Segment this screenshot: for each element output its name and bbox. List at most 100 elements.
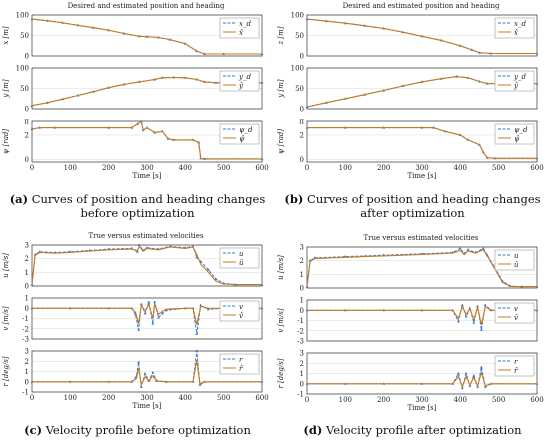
caption-b-line2: after optimization	[360, 206, 465, 220]
x-tick-label: 200	[377, 164, 390, 172]
y-tick-label: 1	[25, 295, 29, 303]
y-tick-label: -1	[297, 317, 304, 325]
legend-entry: ψ_d	[514, 126, 528, 134]
data-point-marker	[137, 360, 140, 364]
y-axis-label: u [m/s]	[2, 253, 10, 278]
subplot-1: 0 1 2 3 u [m/s] uû	[2, 242, 264, 291]
series-line-estimated	[31, 245, 262, 286]
caption-b: (b) Curves of position and heading chang…	[275, 192, 550, 220]
y-tick-label: 0	[300, 380, 304, 388]
legend: x_dx̂	[219, 17, 260, 39]
caption-a-label: (a)	[9, 192, 29, 206]
x-tick-label: 200	[377, 396, 390, 404]
x-tick-label: 600	[255, 394, 268, 402]
subplot-1: 0 50 100 z [m] x_dx̂	[277, 12, 539, 61]
y-tick-label: 1	[25, 269, 29, 277]
y-tick-label: 0	[300, 156, 304, 164]
series-line-true	[306, 247, 537, 288]
y-axis-label: r [deg/s]	[2, 356, 10, 386]
y-tick-label: 0	[300, 106, 304, 114]
x-tick-label: 500	[217, 394, 230, 402]
data-point-marker	[139, 302, 143, 306]
y-tick-label: -1	[22, 389, 29, 397]
caption-b-label: (b)	[284, 192, 304, 206]
data-point-marker	[480, 328, 483, 331]
x-tick-label: 400	[179, 394, 192, 402]
axes-frame	[306, 352, 538, 395]
y-tick-label: 0	[25, 53, 29, 61]
series-line-estimated	[32, 360, 262, 387]
series-line-estimated	[307, 305, 537, 325]
data-point-marker	[480, 365, 483, 369]
axes-frame	[306, 14, 538, 57]
chart-title: Desired and estimated position and headi…	[343, 2, 500, 10]
y-tick-label: 3	[25, 242, 29, 250]
axes-frame	[31, 244, 263, 287]
data-point-marker	[458, 246, 462, 250]
y-tick-label: 0	[25, 106, 29, 114]
y-tick-label: 0	[300, 285, 304, 293]
y-tick-label: -1	[297, 391, 304, 399]
legend-entry: x̂	[514, 28, 518, 37]
y-tick-label: 1	[300, 271, 304, 279]
data-point-marker	[464, 371, 468, 375]
x-tick-label: 0	[305, 396, 309, 404]
panel-a-position-heading-before: Desired and estimated position and headi…	[0, 0, 275, 180]
series-line-estimated	[32, 302, 262, 325]
y-tick-label: π	[299, 117, 304, 125]
data-point-marker	[472, 374, 476, 377]
y-tick-label: 0	[300, 53, 304, 61]
data-point-marker	[483, 303, 487, 307]
data-point-marker	[137, 243, 141, 246]
legend-entry: x_d	[514, 20, 526, 28]
y-tick-label: 2	[300, 360, 304, 368]
y-tick-label: 2	[25, 131, 29, 139]
legend-entry: ψ̂	[239, 134, 245, 143]
x-tick-label: 600	[530, 164, 543, 172]
data-point-marker	[147, 300, 151, 304]
legend: vv̂	[219, 300, 260, 322]
y-axis-label: r [deg/s]	[277, 358, 285, 388]
x-tick-label: 200	[102, 164, 115, 172]
axes-frame	[31, 14, 263, 57]
caption-c-line1: Velocity profile before optimization	[45, 423, 251, 437]
panel-b-position-heading-after: Desired and estimated position and headi…	[275, 0, 550, 180]
x-tick-label: 200	[102, 394, 115, 402]
series-line-estimated	[306, 76, 537, 108]
series-line-estimated	[31, 120, 262, 160]
chart-d: True versus estimated velocities 0 1 2 3 u [m…	[277, 234, 544, 413]
legend: x_dx̂	[494, 17, 535, 39]
caption-d-line1: Velocity profile after optimization	[326, 423, 522, 437]
data-point-marker	[143, 311, 147, 315]
y-tick-label: 3	[300, 244, 304, 252]
series-line-estimated	[306, 18, 537, 55]
data-point-marker	[206, 307, 210, 311]
axes-frame	[306, 246, 538, 289]
subplot-3: 0 2 π ψ [rad] ψ_dψ̂ 0 100 200 300 400 500 600 Time […	[2, 117, 269, 180]
panel-d-velocity-after: True versus estimated velocities 0 1 2 3 u [m…	[275, 232, 550, 414]
y-tick-label: π	[24, 117, 29, 125]
legend-entry: ŷ	[513, 82, 519, 90]
y-tick-label: 100	[16, 65, 29, 73]
x-tick-label: 400	[454, 396, 467, 404]
x-tick-label: 500	[217, 164, 230, 172]
data-point-marker	[139, 385, 143, 388]
y-axis-label: x [m]	[2, 26, 10, 45]
legend: rr̂	[219, 353, 260, 375]
subplot-2: -3 -2 -1 0 1 v [m/s] vv̂	[277, 297, 539, 346]
x-axis-label: Time [s]	[408, 404, 437, 412]
y-tick-label: -3	[22, 336, 29, 344]
axes-frame	[31, 297, 263, 340]
data-point-marker	[195, 349, 199, 352]
data-point-marker	[157, 315, 160, 319]
data-point-marker	[483, 385, 487, 388]
data-point-marker	[160, 311, 164, 315]
y-tick-label: 2	[25, 358, 29, 366]
series-line-estimated	[307, 370, 537, 389]
y-tick-label: 50	[295, 85, 304, 93]
y-axis-label: ψ [rad]	[277, 129, 285, 154]
caption-d-label: (d)	[303, 423, 323, 437]
y-tick-label: 2	[25, 255, 29, 263]
